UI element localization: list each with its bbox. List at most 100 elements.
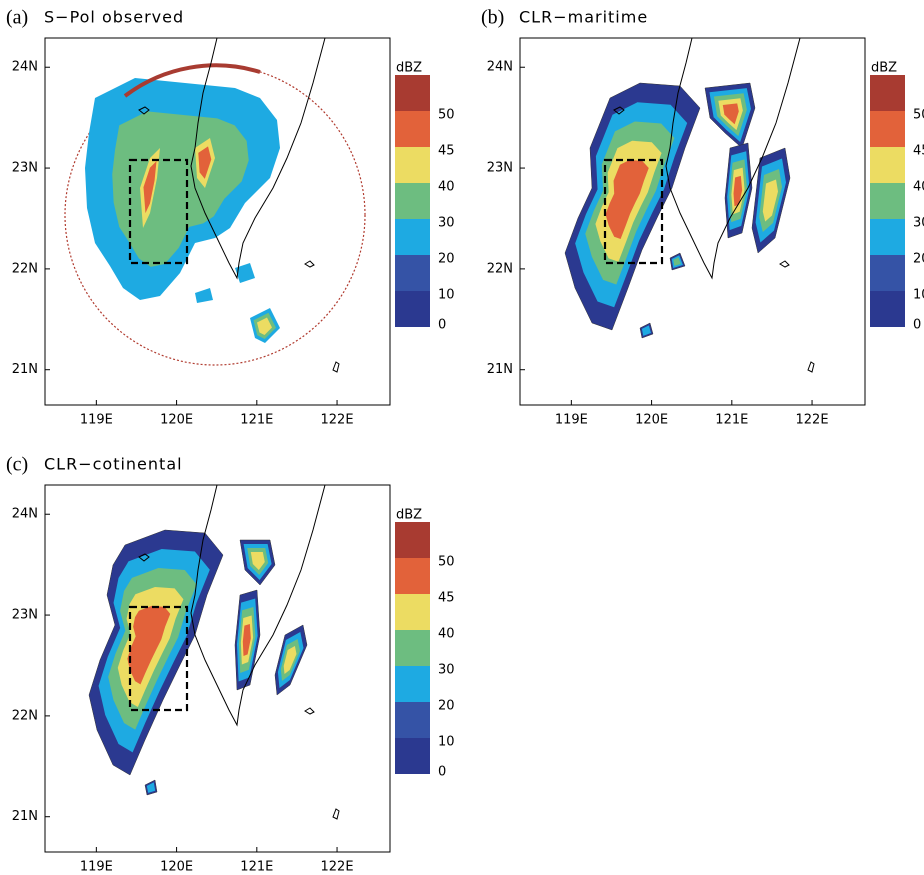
colorbar-band — [395, 558, 430, 594]
x-tick-label: 122E — [321, 413, 354, 428]
colorbar-label: 0 — [438, 765, 446, 780]
colorbar-band — [870, 291, 905, 327]
map-field — [88, 484, 340, 820]
colorbar-band — [870, 219, 905, 255]
island — [332, 808, 340, 820]
map-frame — [519, 37, 866, 406]
y-tick-label: 21N — [487, 362, 513, 377]
island — [332, 361, 340, 373]
echo — [146, 782, 156, 793]
echo — [733, 175, 743, 207]
colorbar-label: 40 — [438, 627, 455, 642]
colorbar-label: 30 — [438, 663, 455, 678]
x-tick-label: 121E — [240, 413, 273, 428]
echo — [283, 646, 297, 674]
echo — [195, 288, 213, 303]
colorbar-band — [395, 666, 430, 702]
coastline — [190, 37, 326, 280]
y-tick-label: 22N — [12, 708, 38, 723]
colorbar-band — [395, 702, 430, 738]
colorbar-label: 40 — [438, 180, 455, 195]
x-tick-label: 119E — [80, 860, 113, 875]
colorbar-label: 0 — [913, 318, 921, 333]
colorbar-band — [870, 147, 905, 183]
colorbar-band — [395, 630, 430, 666]
analysis-box — [603, 158, 664, 265]
panel-label: (a) — [6, 7, 28, 29]
colorbar-label: 20 — [438, 699, 455, 714]
x-tick-label: 119E — [80, 413, 113, 428]
radar-range — [64, 64, 366, 366]
island — [304, 260, 315, 268]
y-tick-label: 24N — [487, 60, 513, 75]
colorbar-band — [870, 183, 905, 219]
echo — [127, 605, 171, 685]
echo — [112, 111, 249, 267]
colorbar-label: 0 — [438, 318, 446, 333]
x-tick-label: 120E — [160, 413, 193, 428]
colorbar-label: 20 — [913, 252, 924, 267]
y-tick-label: 22N — [12, 261, 38, 276]
colorbar-band — [395, 75, 430, 111]
x-tick-label: 120E — [635, 413, 668, 428]
colorbar-unit: dBZ — [396, 508, 422, 523]
colorbar-label: 50 — [438, 108, 455, 123]
colorbar-band — [870, 255, 905, 291]
x-tick-label: 122E — [321, 860, 354, 875]
echo — [673, 257, 681, 266]
island — [613, 106, 625, 115]
colorbar-label: 10 — [438, 288, 455, 303]
echo — [722, 103, 739, 125]
echo — [198, 146, 212, 179]
colorbar-band — [395, 219, 430, 255]
x-tick-label: 122E — [796, 413, 829, 428]
y-tick-label: 23N — [12, 161, 38, 176]
island — [138, 106, 150, 115]
x-tick-label: 121E — [715, 413, 748, 428]
x-tick-label: 120E — [160, 860, 193, 875]
panel: (c) CLR−cotinental 119E 120E 121E 122E 21N 22N 2… — [6, 454, 455, 875]
y-tick-label: 22N — [487, 261, 513, 276]
analysis-box — [128, 158, 189, 265]
coastline — [190, 484, 326, 727]
map-frame — [44, 37, 391, 406]
y-tick-label: 23N — [12, 608, 38, 623]
colorbar-band — [870, 111, 905, 147]
map-field — [564, 37, 815, 373]
colorbar-label: 10 — [438, 735, 455, 750]
echo — [762, 179, 778, 222]
map-frame — [44, 484, 391, 853]
colorbar-band — [395, 291, 430, 327]
panel-title: CLR−cotinental — [44, 455, 183, 474]
island — [779, 260, 790, 268]
y-tick-label: 21N — [12, 362, 38, 377]
y-tick-label: 24N — [12, 507, 38, 522]
colorbar-unit: dBZ — [871, 61, 897, 76]
island — [807, 361, 815, 373]
colorbar-label: 45 — [438, 144, 455, 159]
y-tick-label: 24N — [12, 60, 38, 75]
island — [304, 707, 315, 715]
colorbar-label: 50 — [438, 555, 455, 570]
island — [138, 553, 150, 562]
echo — [641, 325, 651, 336]
colorbar-label: 20 — [438, 252, 455, 267]
colorbar-band — [395, 183, 430, 219]
analysis-box — [128, 605, 189, 712]
colorbar-label: 40 — [913, 180, 924, 195]
colorbar-band — [870, 75, 905, 111]
panel-label: (c) — [6, 454, 28, 476]
colorbar-band — [395, 738, 430, 774]
panel: (b) CLR−maritime 119E 120E 121E 122E 21N 22N 23N… — [481, 7, 924, 428]
panel-label: (b) — [481, 7, 504, 29]
colorbar-label: 45 — [438, 591, 455, 606]
panel-title: S−Pol observed — [44, 8, 184, 27]
coastline — [665, 37, 801, 280]
colorbar-unit: dBZ — [396, 61, 422, 76]
colorbar-label: 30 — [438, 216, 455, 231]
echo — [242, 624, 251, 656]
radar-edge — [123, 63, 261, 98]
colorbar-band — [395, 594, 430, 630]
y-tick-label: 23N — [487, 161, 513, 176]
x-tick-label: 119E — [555, 413, 588, 428]
